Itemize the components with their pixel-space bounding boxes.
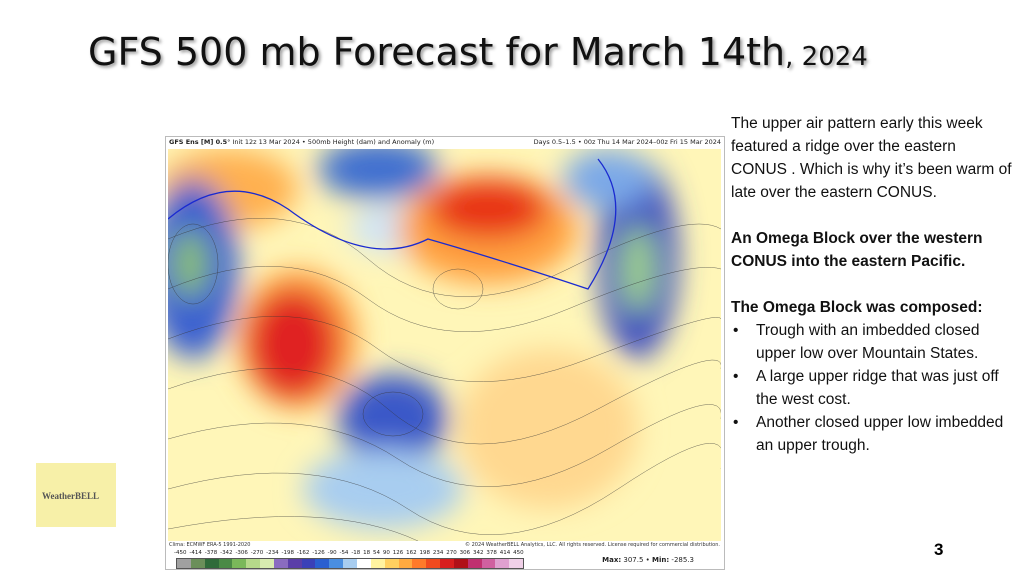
colorbar-swatch bbox=[232, 559, 247, 568]
colorbar-swatch bbox=[287, 559, 302, 568]
colorbar-tick: 126 bbox=[392, 550, 404, 556]
colorbar-swatch bbox=[260, 559, 274, 568]
commentary: The upper air pattern early this week fe… bbox=[731, 112, 1016, 457]
colorbar-swatch bbox=[412, 559, 427, 568]
height-contours bbox=[168, 217, 721, 541]
page-number: 3 bbox=[934, 540, 944, 559]
colorbar-swatch bbox=[273, 559, 288, 568]
colorbar-tick: -450 bbox=[174, 550, 187, 556]
map-header: GFS Ens [M] 0.5° Init 12z 13 Mar 2024 • … bbox=[169, 138, 721, 146]
intro-text: The upper air pattern early this week fe… bbox=[731, 115, 1012, 201]
colorbar-tick: 18 bbox=[363, 550, 371, 556]
clim-note: Clima: ECMWF ERA-5 1991-2020 bbox=[169, 542, 251, 548]
colorbar-swatch bbox=[495, 559, 510, 568]
colorbar-swatch bbox=[301, 559, 316, 568]
colorbar-tick: 378 bbox=[486, 550, 497, 556]
colorbar-tick: -234 bbox=[266, 550, 279, 556]
colorbar-tick: 306 bbox=[459, 550, 471, 556]
copyright: © 2024 WeatherBELL Analytics, LLC. All r… bbox=[465, 542, 720, 548]
colorbar-swatch bbox=[453, 559, 468, 568]
map-header-left: GFS Ens [M] 0.5° Init 12z 13 Mar 2024 • … bbox=[169, 138, 434, 146]
model-name: GFS Ens [M] 0.5 bbox=[169, 138, 228, 146]
slide-title: GFS 500 mb Forecast for March 14th, 2024 bbox=[88, 30, 868, 74]
colorbar-tick: 414 bbox=[499, 550, 511, 556]
colorbar-swatch bbox=[246, 559, 261, 568]
colorbar-swatch bbox=[190, 559, 205, 568]
colorbar-tick: 270 bbox=[446, 550, 457, 556]
composed-heading: The Omega Block was composed: bbox=[731, 299, 983, 316]
colorbar-tick: -162 bbox=[296, 550, 310, 556]
logo-text: WeatherBELL bbox=[42, 491, 100, 501]
colorbar-swatch bbox=[204, 559, 219, 568]
colorbar-tick: 54 bbox=[373, 550, 381, 556]
colorbar-swatch bbox=[481, 559, 496, 568]
bullet-list: Trough with an imbedded closed upper low… bbox=[731, 319, 1016, 457]
colorbar-tick: -378 bbox=[204, 550, 218, 556]
colorbar-tick: -270 bbox=[250, 550, 264, 556]
colorbar-tick: -414 bbox=[189, 550, 202, 556]
colorbar-tick: 342 bbox=[473, 550, 484, 556]
anomaly-contour bbox=[168, 158, 617, 290]
colorbar-ticks: -450 -414 -378 -342 -306 -270 -234 -198 -162 -126… bbox=[174, 550, 524, 556]
colorbar-tick: -198 bbox=[281, 550, 294, 556]
colorbar bbox=[176, 558, 524, 569]
colorbar-tick: -18 bbox=[351, 550, 361, 556]
init-text: ° Init 12z 13 Mar 2024 • 500mb Height (d… bbox=[227, 138, 435, 146]
colorbar-swatch bbox=[467, 559, 482, 568]
colorbar-swatch bbox=[370, 559, 385, 568]
title-year: , 2024 bbox=[785, 42, 868, 72]
max-min: Max: 307.5 • Min: -285.3 bbox=[602, 556, 694, 564]
colorbar-swatch bbox=[329, 559, 344, 568]
omega-heading: An Omega Block over the western CONUS in… bbox=[731, 230, 983, 270]
map-header-right: Days 0.5–1.5 • 00z Thu 14 Mar 2024–00z F… bbox=[533, 138, 721, 146]
colorbar-swatch bbox=[315, 559, 330, 568]
colorbar-tick: -90 bbox=[327, 550, 337, 556]
bullet-item: Another closed upper low imbedded an upp… bbox=[731, 411, 1016, 457]
colorbar-swatch bbox=[218, 559, 233, 568]
colorbar-tick: -54 bbox=[339, 550, 349, 556]
title-text: GFS 500 mb Forecast for March 14th bbox=[88, 30, 786, 74]
colorbar-swatch bbox=[426, 559, 441, 568]
colorbar-swatch bbox=[398, 559, 413, 568]
colorbar-tick: 234 bbox=[432, 550, 444, 556]
colorbar-swatch bbox=[177, 559, 191, 568]
colorbar-tick: -126 bbox=[312, 550, 325, 556]
colorbar-swatch bbox=[384, 559, 399, 568]
colorbar-tick: 162 bbox=[406, 550, 417, 556]
max-value: 307.5 bbox=[623, 556, 644, 564]
colorbar-tick: 198 bbox=[419, 550, 431, 556]
min-value: -285.3 bbox=[671, 556, 694, 564]
weather-map: GFS Ens [M] 0.5° Init 12z 13 Mar 2024 • … bbox=[165, 136, 725, 570]
weatherbell-logo: WeatherBELL bbox=[36, 463, 116, 527]
bullet-item: Trough with an imbedded closed upper low… bbox=[731, 319, 1016, 365]
colorbar-tick: -306 bbox=[235, 550, 248, 556]
colorbar-tick: 90 bbox=[382, 550, 390, 556]
colorbar-swatch bbox=[356, 559, 371, 568]
colorbar-swatch bbox=[343, 559, 357, 568]
colorbar-tick: -342 bbox=[220, 550, 233, 556]
colorbar-swatch bbox=[440, 559, 454, 568]
max-label: Max: bbox=[602, 556, 622, 564]
bullet-item: A large upper ridge that was just off th… bbox=[731, 365, 1016, 411]
anomaly-map bbox=[168, 149, 721, 541]
colorbar-swatch bbox=[509, 559, 524, 568]
colorbar-tick: 450 bbox=[513, 550, 524, 556]
min-label: Min: bbox=[652, 556, 670, 564]
